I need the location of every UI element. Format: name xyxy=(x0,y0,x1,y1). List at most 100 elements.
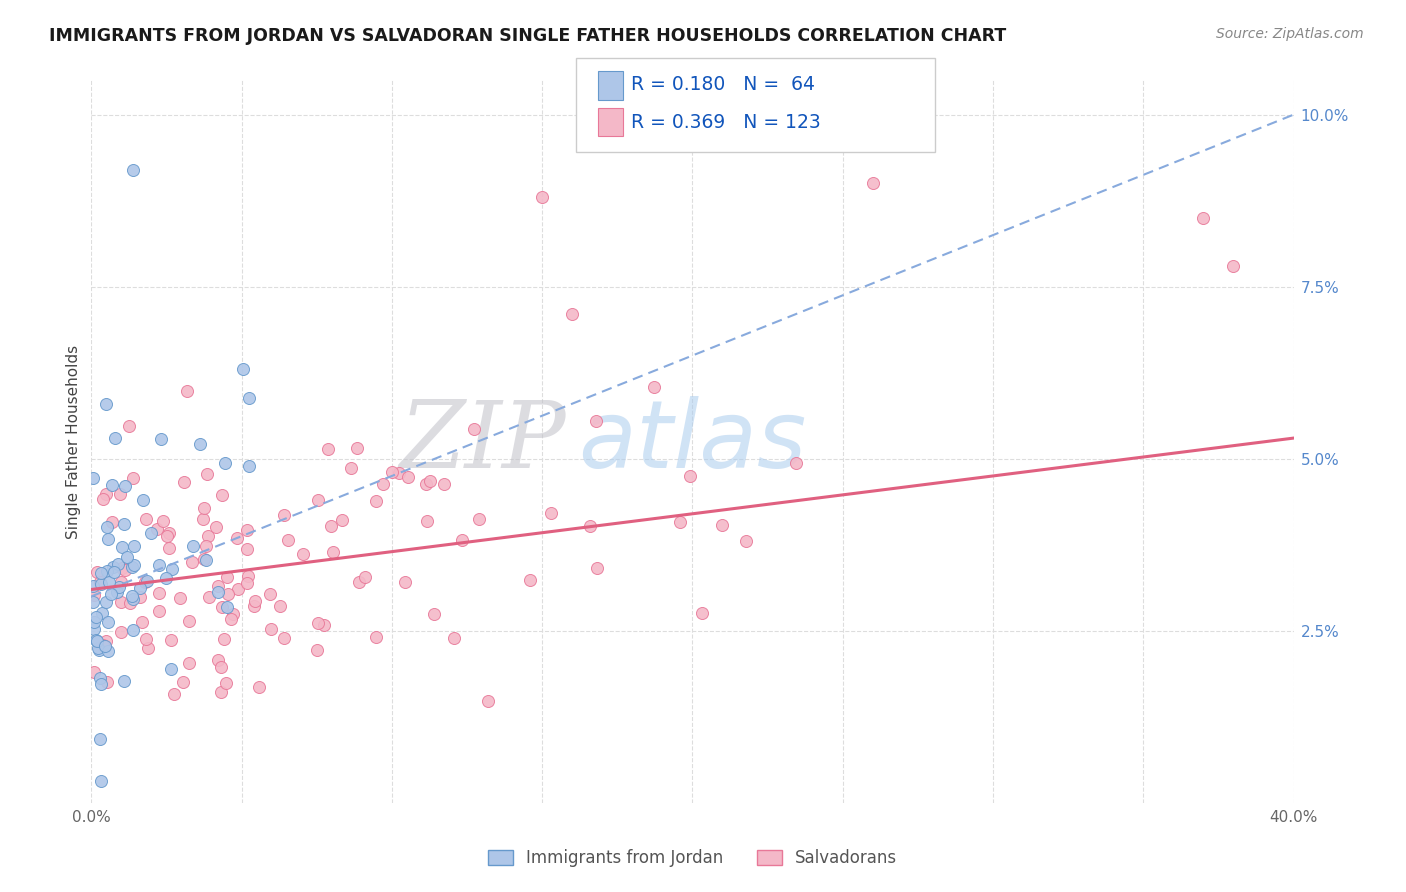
Point xyxy=(112,516,135,531)
Point xyxy=(193,500,215,515)
Point xyxy=(134,574,156,589)
Point xyxy=(531,190,554,204)
Point xyxy=(273,508,295,522)
Point xyxy=(100,587,122,601)
Point xyxy=(364,630,387,644)
Point xyxy=(238,392,260,406)
Text: R = 0.180   N =  64: R = 0.180 N = 64 xyxy=(631,75,815,95)
Point xyxy=(135,632,157,646)
Point xyxy=(152,514,174,528)
Point xyxy=(322,545,344,559)
Point xyxy=(101,478,124,492)
Point xyxy=(669,516,692,530)
Point xyxy=(98,574,121,589)
Point xyxy=(157,541,180,555)
Point xyxy=(159,632,181,647)
Point xyxy=(169,591,191,605)
Point xyxy=(111,561,134,575)
Point xyxy=(415,476,437,491)
Point xyxy=(316,442,339,457)
Point xyxy=(91,606,114,620)
Point xyxy=(97,533,120,547)
Point xyxy=(91,492,114,507)
Point xyxy=(136,640,159,655)
Point xyxy=(105,584,128,599)
Point xyxy=(89,677,111,691)
Point xyxy=(114,479,136,493)
Point xyxy=(118,418,141,433)
Point xyxy=(195,553,218,567)
Point xyxy=(419,475,441,489)
Point xyxy=(97,615,120,629)
Point xyxy=(82,471,104,485)
Text: atlas: atlas xyxy=(578,396,807,487)
Point xyxy=(735,533,758,548)
Point xyxy=(205,520,228,534)
Point xyxy=(243,599,266,613)
Point xyxy=(226,582,249,597)
Point xyxy=(83,622,105,636)
Point xyxy=(148,586,170,600)
Point xyxy=(211,487,233,501)
Point xyxy=(90,576,112,591)
Point xyxy=(89,575,111,590)
Point xyxy=(198,590,221,604)
Point xyxy=(236,569,259,583)
Point xyxy=(108,581,131,595)
Point xyxy=(148,604,170,618)
Point xyxy=(107,557,129,571)
Point xyxy=(149,432,172,446)
Point xyxy=(245,594,267,608)
Point xyxy=(259,587,281,601)
Point xyxy=(131,615,153,629)
Point xyxy=(148,558,170,572)
Point xyxy=(82,579,104,593)
Point xyxy=(96,564,118,578)
Text: Source: ZipAtlas.com: Source: ZipAtlas.com xyxy=(1216,27,1364,41)
Point xyxy=(346,441,368,455)
Point xyxy=(181,555,204,569)
Text: IMMIGRANTS FROM JORDAN VS SALVADORAN SINGLE FATHER HOUSEHOLDS CORRELATION CHART: IMMIGRANTS FROM JORDAN VS SALVADORAN SIN… xyxy=(49,27,1007,45)
Point xyxy=(90,774,112,789)
Point xyxy=(110,487,132,501)
Point xyxy=(215,675,238,690)
Point xyxy=(312,617,335,632)
Point xyxy=(120,596,142,610)
Point xyxy=(110,624,132,639)
Point xyxy=(188,437,211,451)
Point xyxy=(173,475,195,490)
Point xyxy=(121,623,143,637)
Point xyxy=(83,665,105,679)
Point xyxy=(862,177,884,191)
Point xyxy=(122,558,145,573)
Point xyxy=(433,477,456,491)
Point xyxy=(586,561,609,575)
Point xyxy=(381,465,404,479)
Point xyxy=(157,526,180,541)
Point xyxy=(86,634,108,648)
Point xyxy=(100,515,122,529)
Point xyxy=(209,659,232,673)
Point xyxy=(217,587,239,601)
Point xyxy=(97,644,120,658)
Text: ZIP: ZIP xyxy=(399,397,567,486)
Point xyxy=(217,600,239,615)
Point xyxy=(122,539,145,553)
Point xyxy=(585,414,607,428)
Point xyxy=(89,671,111,685)
Point xyxy=(209,685,232,699)
Point xyxy=(785,456,807,470)
Point xyxy=(305,643,328,657)
Point xyxy=(115,550,138,565)
Point xyxy=(236,523,259,537)
Point xyxy=(690,607,713,621)
Point xyxy=(366,494,388,508)
Point xyxy=(96,397,118,411)
Point xyxy=(394,575,416,590)
Point xyxy=(163,687,186,701)
Point xyxy=(226,531,249,545)
Point xyxy=(211,600,233,615)
Point xyxy=(128,590,150,604)
Point xyxy=(132,492,155,507)
Point xyxy=(195,467,218,481)
